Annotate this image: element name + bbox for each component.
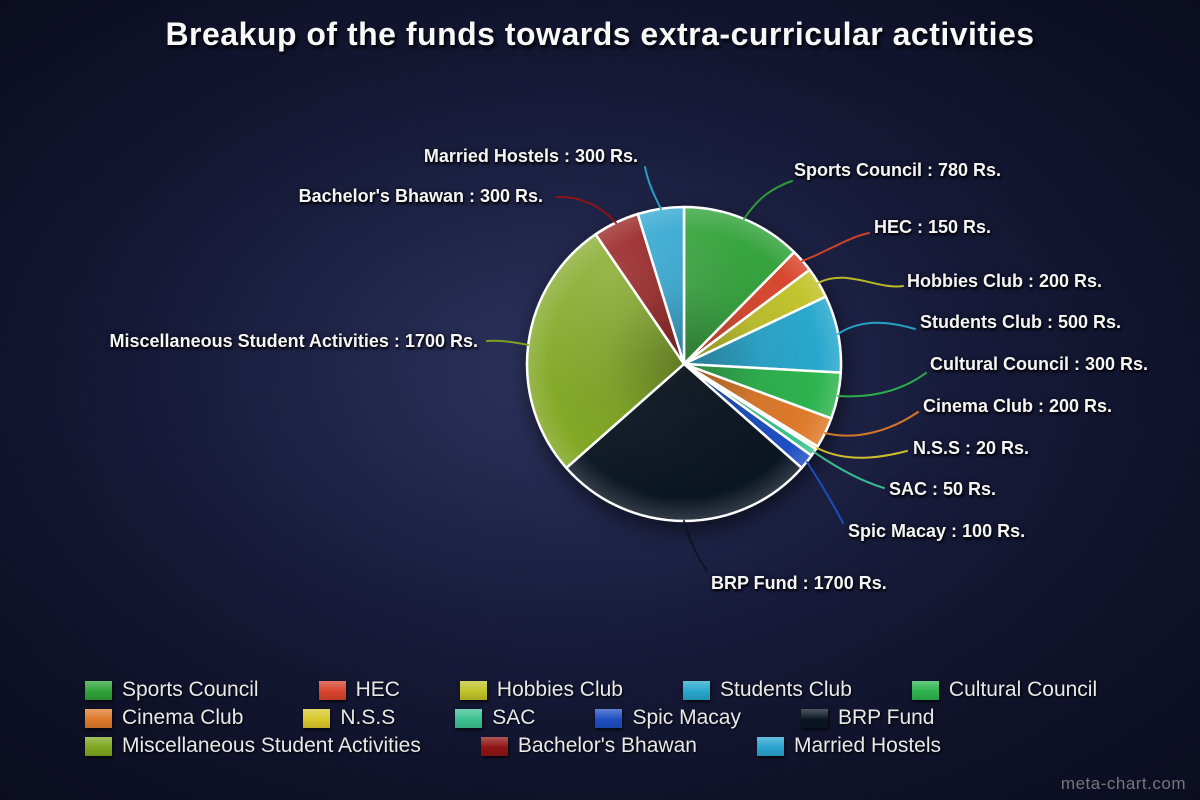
leader-line-brp-fund [683, 520, 708, 572]
legend-item-students-club: Students Club [682, 678, 852, 702]
leader-line-married-hostels [644, 166, 662, 210]
leader-line-students-club [837, 321, 916, 335]
legend-item-sports-council: Sports Council [85, 678, 259, 702]
legend-swatch-bachelor-s-bhawan [480, 736, 508, 756]
legend-item-cultural-council: Cultural Council [911, 678, 1098, 702]
legend-label: Miscellaneous Student Activities [122, 734, 421, 757]
leader-line-cultural-council [837, 372, 927, 398]
legend-swatch-married-hostels [756, 736, 784, 756]
leader-line-sac [813, 451, 885, 489]
leader-line-spic-macay [806, 461, 844, 524]
legend-label: Sports Council [122, 678, 259, 701]
legend-label: Bachelor's Bhawan [517, 734, 697, 757]
legend-label: Students Club [719, 678, 852, 701]
legend-swatch-miscellaneous-student-activities [85, 736, 112, 756]
legend-label: Married Hostels [793, 734, 941, 757]
legend-item-hec: HEC [318, 678, 400, 702]
legend-swatch-hobbies-club [459, 680, 487, 700]
legend-swatch-n-s-s [303, 708, 331, 728]
legend-item-spic-macay: Spic Macay [595, 706, 741, 730]
legend-item-hobbies-club: Hobbies Club [459, 678, 623, 702]
legend-item-brp-fund: BRP Fund [800, 706, 935, 730]
legend-item-married-hostels: Married Hostels [756, 734, 941, 758]
chart-title: Breakup of the funds towards extra-curri… [165, 16, 1035, 52]
legend-label: BRP Fund [837, 706, 935, 729]
leader-line-bachelor-s-bhawan [556, 195, 617, 224]
legend-swatch-sports-council [85, 680, 112, 700]
legend-row-2: Cinema Club N.S.S SAC Spic Macay BRP Fund [85, 704, 1097, 732]
legend-swatch-spic-macay [595, 708, 623, 728]
legend-item-n-s-s: N.S.S [303, 706, 395, 730]
legend-label: SAC [492, 706, 536, 729]
legend-swatch-cinema-club [85, 708, 112, 728]
legend-row-3: Miscellaneous Student Activities Bachelor… [85, 732, 1097, 760]
legend-label: HEC [355, 678, 400, 701]
leader-line-miscellaneous-student-activities [486, 339, 529, 346]
legend-item-cinema-club: Cinema Club [85, 706, 243, 730]
legend-item-sac: SAC [455, 706, 535, 730]
legend-row-1: Sports Council HEC Hobbies Club Students Cl… [85, 676, 1097, 704]
leader-line-sports-council [743, 180, 793, 220]
legend-swatch-hec [318, 680, 346, 700]
legend-label: Cultural Council [948, 678, 1098, 701]
legend-label: N.S.S [340, 706, 396, 729]
legend-item-bachelor-s-bhawan: Bachelor's Bhawan [480, 734, 697, 758]
leader-line-hec [801, 232, 870, 262]
leader-line-hobbies-club [817, 276, 904, 288]
legend-label: Hobbies Club [496, 678, 623, 701]
watermark: meta-chart.com [1060, 774, 1186, 793]
chart-legend: Sports Council HEC Hobbies Club Students Cl… [85, 676, 1097, 760]
legend-label: Spic Macay [632, 706, 741, 729]
legend-item-miscellaneous-student-activities: Miscellaneous Student Activities [85, 734, 421, 758]
legend-label: Cinema Club [122, 706, 244, 729]
legend-swatch-sac [455, 708, 483, 728]
leader-line-n-s-s [816, 447, 908, 459]
legend-swatch-cultural-council [911, 680, 939, 700]
leader-line-cinema-club [824, 411, 919, 437]
legend-swatch-students-club [682, 680, 710, 700]
legend-swatch-brp-fund [800, 708, 828, 728]
